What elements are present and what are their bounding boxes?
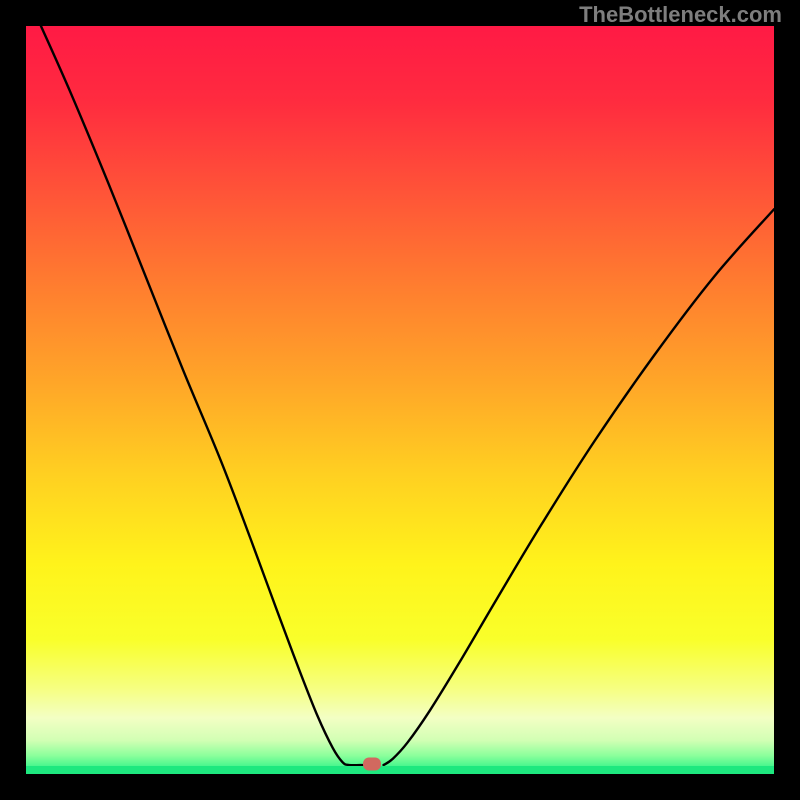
optimal-point-marker	[363, 758, 381, 771]
chart-frame: TheBottleneck.com	[0, 0, 800, 800]
gradient-background	[26, 26, 774, 774]
plot-area	[26, 26, 774, 774]
baseline-band	[26, 766, 774, 774]
watermark-text: TheBottleneck.com	[579, 2, 782, 28]
